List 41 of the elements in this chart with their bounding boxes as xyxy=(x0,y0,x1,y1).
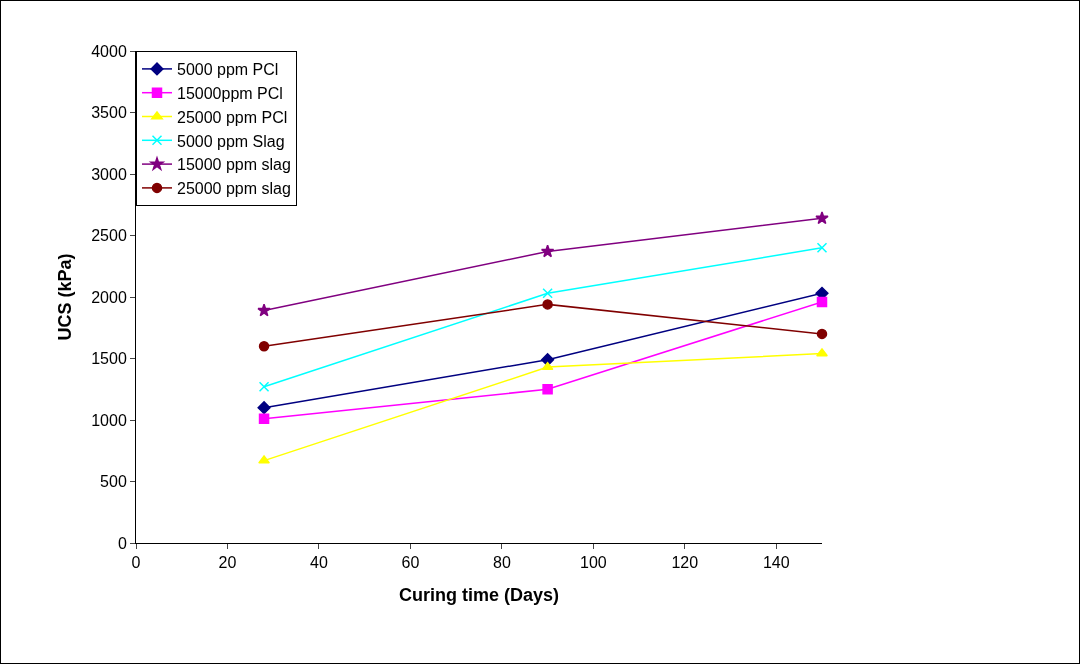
x-tick-label: 80 xyxy=(492,554,511,572)
x-tick-label: 0 xyxy=(131,554,141,572)
y-tick-label: 500 xyxy=(100,473,127,491)
legend-label: 25000 ppm slag xyxy=(177,180,291,198)
point xyxy=(258,413,270,425)
legend-label: 5000 ppm Slag xyxy=(177,132,285,150)
point xyxy=(257,401,271,415)
point xyxy=(542,288,553,299)
legend-label: 5000 ppm PCl xyxy=(177,61,279,79)
legend-label: 15000 ppm slag xyxy=(177,156,291,174)
y-tick-label: 3500 xyxy=(91,104,127,122)
x-axis-title: Curing time (Days) xyxy=(398,585,560,606)
point xyxy=(540,244,555,258)
y-tick-label: 3000 xyxy=(91,165,127,183)
x-tick-label: 20 xyxy=(218,554,237,572)
point xyxy=(542,299,553,310)
x-tick-label: 100 xyxy=(579,554,607,572)
y-tick-label: 0 xyxy=(117,534,127,552)
x-tick-label: 40 xyxy=(310,554,328,572)
point xyxy=(542,384,553,395)
x-tick-label: 120 xyxy=(671,554,699,572)
y-tick-label: 1000 xyxy=(91,411,127,429)
x-tick-label: 140 xyxy=(762,554,790,572)
point xyxy=(258,381,270,393)
y-tick-label: 2000 xyxy=(91,288,127,306)
point xyxy=(816,242,828,254)
point xyxy=(816,296,828,308)
point xyxy=(258,455,270,464)
point xyxy=(541,361,554,371)
point xyxy=(816,328,828,340)
x-tick-label: 60 xyxy=(401,554,420,572)
legend-label: 15000ppm PCl xyxy=(177,84,283,102)
y-axis-title: UCS (kPa) xyxy=(55,253,76,341)
point xyxy=(258,340,270,352)
point xyxy=(816,348,828,357)
point xyxy=(815,211,829,225)
point xyxy=(257,303,271,317)
legend-label: 25000 ppm PCl xyxy=(177,108,288,126)
y-tick-label: 1500 xyxy=(91,350,127,368)
y-tick-label: 2500 xyxy=(91,227,127,245)
y-tick-label: 4000 xyxy=(91,42,127,60)
